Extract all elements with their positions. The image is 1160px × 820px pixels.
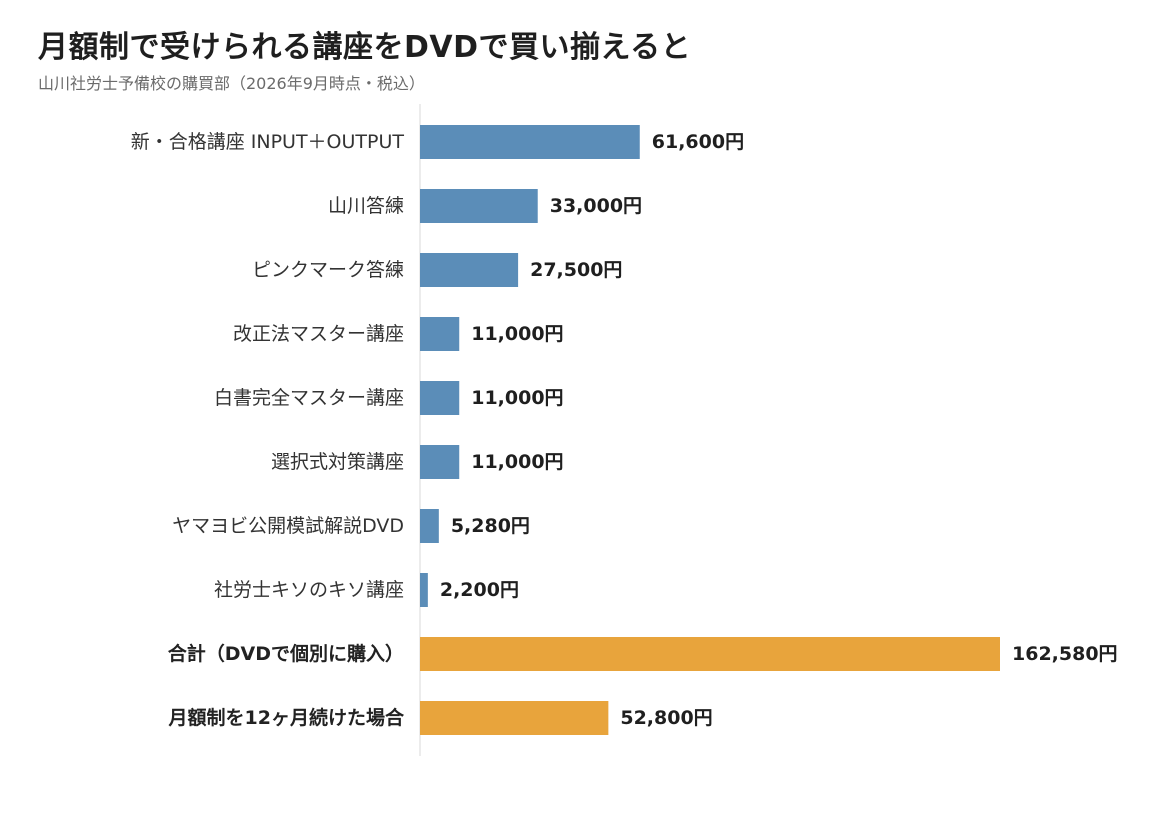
value-label: 11,000円: [471, 323, 563, 345]
item-bar: [420, 381, 460, 415]
category-label: 白書完全マスター講座: [214, 387, 404, 409]
value-label: 2,200円: [440, 579, 519, 601]
category-label: 選択式対策講座: [271, 451, 404, 473]
item-bar: [420, 317, 460, 351]
value-label: 11,000円: [471, 451, 563, 473]
value-label: 5,280円: [451, 515, 530, 537]
value-label: 52,800円: [620, 707, 712, 729]
chart-title: 月額制で受けられる講座をDVDで買い揃えると: [38, 30, 692, 65]
item-bar: [420, 189, 538, 223]
category-label: 月額制を12ヶ月続けた場合: [168, 706, 405, 729]
category-label: 合計（DVDで個別に購入）: [168, 642, 404, 665]
category-label: 社労士キソのキソ講座: [214, 579, 404, 601]
total-bar: [420, 637, 1000, 671]
item-bar: [420, 253, 519, 287]
category-label: 山川答練: [328, 195, 404, 217]
category-label: ヤマヨビ公開模試解説DVD: [172, 515, 404, 537]
chart-subtitle: 山川社労士予備校の購買部（2026年9月時点・税込）: [38, 74, 425, 93]
category-label: 改正法マスター講座: [233, 323, 404, 345]
category-label: 新・合格講座 INPUT＋OUTPUT: [131, 131, 405, 153]
value-label: 33,000円: [550, 195, 642, 217]
item-bar: [420, 509, 439, 543]
value-label: 61,600円: [652, 131, 744, 153]
item-bar: [420, 573, 428, 607]
item-bar: [420, 445, 460, 479]
value-label: 27,500円: [530, 259, 622, 281]
total-bar: [420, 701, 609, 735]
value-label: 11,000円: [471, 387, 563, 409]
category-label: ピンクマーク答練: [252, 259, 404, 281]
value-label: 162,580円: [1012, 643, 1118, 665]
item-bar: [420, 125, 640, 159]
